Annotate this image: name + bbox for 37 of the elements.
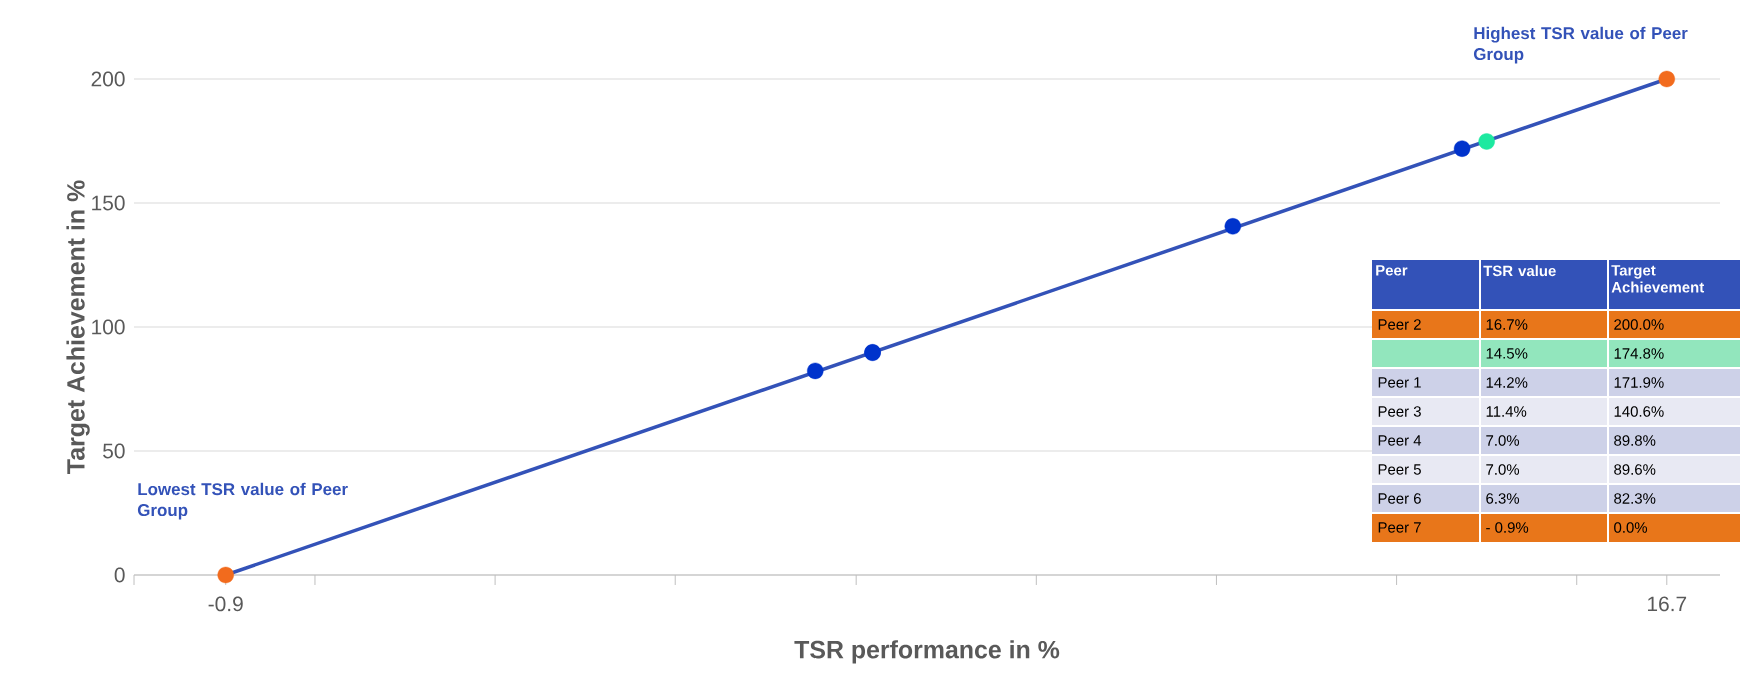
text: - 0.9% <box>1486 522 1529 533</box>
text: 140.6% <box>1614 406 1664 417</box>
text: 7.0% <box>1486 464 1520 475</box>
y-tick-label: 100 <box>92 319 125 335</box>
text: 174.8% <box>1614 348 1664 359</box>
category-label: Peer 7 <box>1378 522 1421 533</box>
category-label: Target Achievement <box>1611 265 1705 293</box>
annotation: Lowest TSR value of Peer Group <box>137 482 348 520</box>
text: 89.6% <box>1614 464 1656 475</box>
category-label: Peer 1 <box>1378 377 1421 388</box>
text: 14.2% <box>1486 377 1528 388</box>
category-label: Peer 4 <box>1378 435 1422 446</box>
y-tick-label: 0 <box>114 567 125 583</box>
y-axis-title: Target Achievement in % <box>66 180 90 474</box>
x-tick-label: -0.9 <box>208 596 243 612</box>
text: 0.0% <box>1614 522 1648 533</box>
text: 16.7% <box>1486 319 1528 330</box>
text: 14.5% <box>1486 348 1528 359</box>
y-tick-label: 50 <box>103 443 125 459</box>
x-axis-title: TSR performance in % <box>794 640 1060 664</box>
category-label: Peer 2 <box>1378 319 1421 330</box>
category-label: Peer 6 <box>1378 493 1421 504</box>
y-tick-label: 200 <box>91 71 125 87</box>
y-tick-label: 150 <box>92 195 125 211</box>
text: Highest TSR value of Peer Group <box>1473 26 1688 64</box>
text: 11.4% <box>1486 406 1527 417</box>
text: 171.9% <box>1614 377 1664 388</box>
category-label: Peer <box>1376 265 1408 276</box>
text: 7.0% <box>1486 435 1520 446</box>
x-tick-label: 16.7 <box>1648 596 1687 612</box>
category-label: Peer 5 <box>1378 464 1421 475</box>
text: 89.8% <box>1614 435 1656 446</box>
text: 200.0% <box>1614 319 1664 330</box>
text: 82.3% <box>1614 493 1656 504</box>
category-label: Peer 3 <box>1378 406 1421 417</box>
text: 6.3% <box>1486 493 1520 504</box>
category-label: TSR value <box>1483 265 1556 277</box>
